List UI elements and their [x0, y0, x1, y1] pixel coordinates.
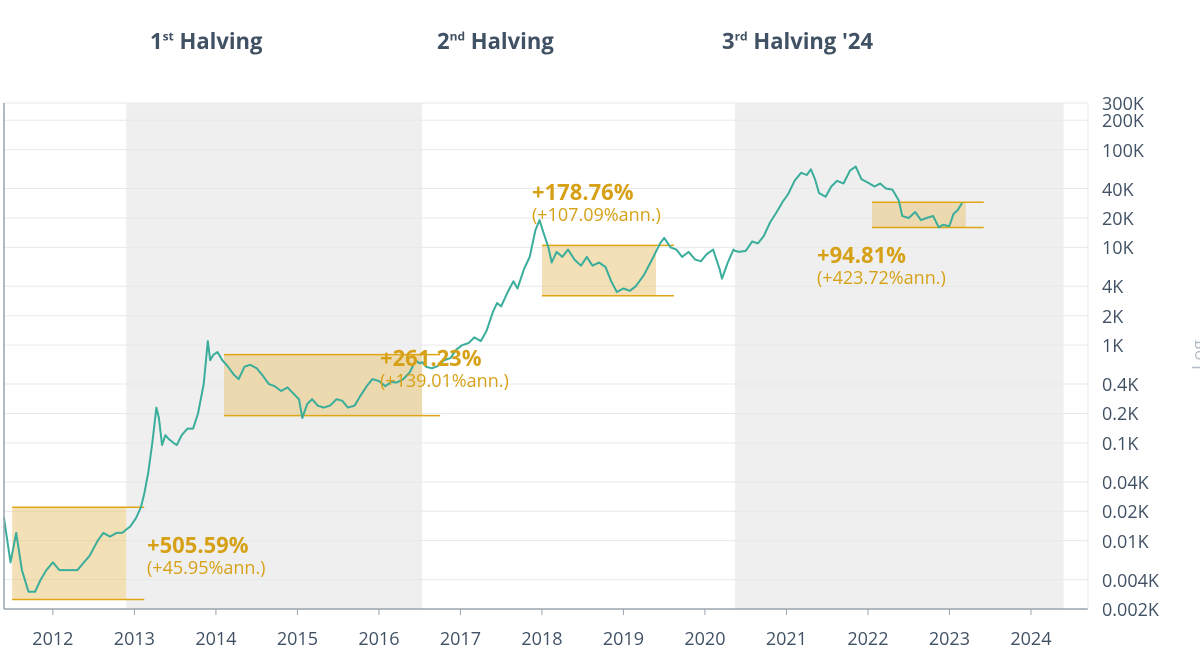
return-annotation-4: +94.81% (+423.72%ann.) — [817, 243, 946, 289]
ytick-label: 0.004K — [1102, 569, 1159, 593]
return-annotation-1: +505.59% (+45.95%ann.) — [147, 533, 266, 579]
ytick-label: 0.4K — [1102, 373, 1138, 397]
return-main: +178.76% — [532, 180, 661, 205]
ytick-label: 20K — [1102, 207, 1134, 231]
halving-label-2: 2nd Halving — [437, 26, 554, 56]
halving-label-1: 1st Halving — [150, 26, 262, 56]
halving-label-3: 3rd Halving '24 — [722, 26, 873, 56]
xtick-label: 2020 — [684, 627, 725, 651]
ytick-label: 2K — [1102, 305, 1123, 329]
xtick-label: 2019 — [603, 627, 644, 651]
xtick-label: 2021 — [766, 627, 807, 651]
return-annotation-2: +261.23% (+139.01%ann.) — [380, 346, 509, 392]
return-sub: (+45.95%ann.) — [147, 558, 266, 579]
return-main: +94.81% — [817, 243, 946, 268]
ytick-label: 0.04K — [1102, 471, 1149, 495]
xtick-label: 2013 — [114, 627, 155, 651]
ytick-label: 0.002K — [1102, 598, 1159, 622]
ytick-label: 10K — [1102, 236, 1134, 260]
xtick-label: 2018 — [521, 627, 562, 651]
ytick-label: 4K — [1102, 275, 1123, 299]
return-sub: (+107.09%ann.) — [532, 205, 661, 226]
xtick-label: 2014 — [195, 627, 236, 651]
ytick-label: 40K — [1102, 178, 1134, 202]
xtick-label: 2015 — [277, 627, 318, 651]
xtick-label: 2023 — [929, 627, 970, 651]
ytick-label: 0.2K — [1102, 402, 1138, 426]
xtick-label: 2017 — [440, 627, 481, 651]
return-sub: (+423.72%ann.) — [817, 268, 946, 289]
return-main: +261.23% — [380, 346, 509, 371]
xtick-label: 2012 — [32, 627, 73, 651]
xtick-label: 2016 — [358, 627, 399, 651]
ytick-label: 0.01K — [1102, 530, 1149, 554]
ytick-label: 1K — [1102, 334, 1123, 358]
ytick-label: 200K — [1102, 109, 1144, 133]
return-sub: (+139.01%ann.) — [380, 371, 509, 392]
log-axis-label: Log — [1187, 340, 1200, 370]
xtick-label: 2022 — [847, 627, 888, 651]
ytick-label: 100K — [1102, 139, 1144, 163]
ytick-label: 0.02K — [1102, 500, 1149, 524]
return-annotation-3: +178.76% (+107.09%ann.) — [532, 180, 661, 226]
halving-chart: { "plot": { "type":"line-log", "x_origin… — [0, 0, 1200, 667]
xtick-label: 2024 — [1010, 627, 1051, 651]
return-main: +505.59% — [147, 533, 266, 558]
ytick-label: 0.1K — [1102, 432, 1138, 456]
